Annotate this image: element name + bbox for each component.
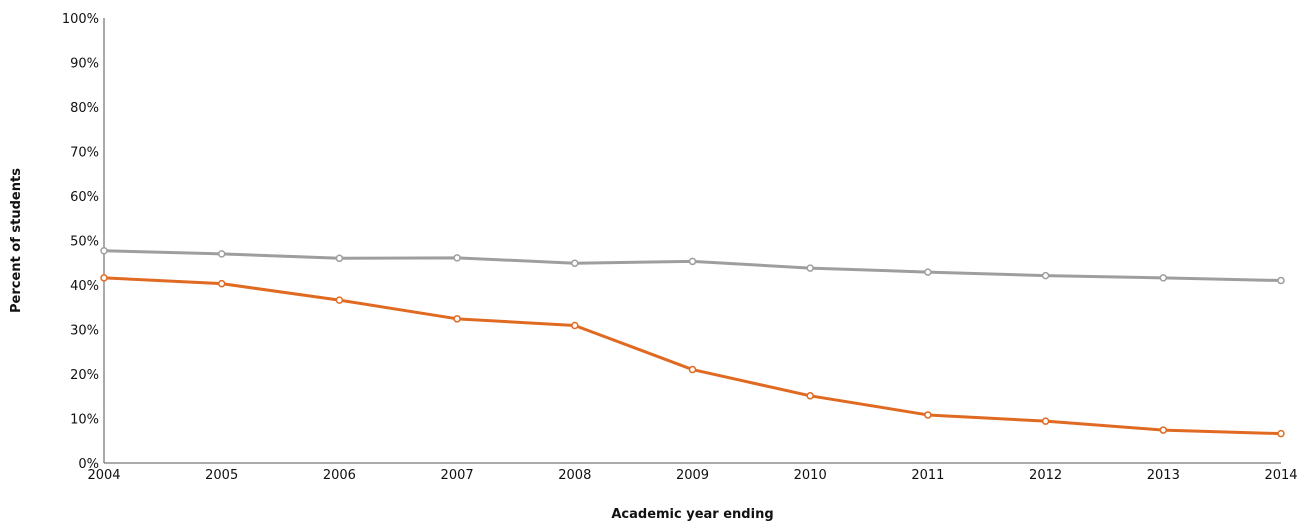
x-tick-label: 2013 xyxy=(1147,468,1180,483)
data-point xyxy=(100,246,108,255)
y-tick-label: 70% xyxy=(70,146,99,161)
y-tick-labels: 0% 10% 20% 30% 40% 50% 60% 70% 80% 90% 100% xyxy=(62,12,99,472)
x-tick-label: 2014 xyxy=(1264,468,1297,483)
data-point xyxy=(688,365,697,374)
data-point xyxy=(453,315,461,323)
x-tick-label: 2005 xyxy=(205,468,238,483)
x-tick-label: 2009 xyxy=(676,468,709,483)
y-tick-label: 0% xyxy=(78,457,99,472)
y-tick-label: 40% xyxy=(70,279,99,294)
x-tick-label: 2004 xyxy=(87,468,120,483)
data-point xyxy=(453,254,461,262)
x-tick-label: 2010 xyxy=(794,468,827,483)
data-point xyxy=(1159,274,1168,282)
y-tick-label: 90% xyxy=(70,57,99,72)
x-tick-label: 2012 xyxy=(1029,468,1062,483)
series-2 xyxy=(100,274,1285,438)
y-tick-label: 30% xyxy=(70,324,99,339)
x-tick-labels: 2004 2005 2006 2007 2008 2009 2010 2011 2012 2013… xyxy=(87,468,1297,483)
y-axis-title: Percent of students xyxy=(9,168,24,313)
data-point xyxy=(335,296,344,304)
y-tick-label: 10% xyxy=(70,413,99,428)
series-1 xyxy=(100,246,1285,285)
data-point xyxy=(217,279,226,288)
y-tick-label: 50% xyxy=(70,235,99,250)
data-point xyxy=(217,250,226,258)
x-tick-label: 2007 xyxy=(441,468,474,483)
y-tick-label: 80% xyxy=(70,101,99,116)
x-tick-label: 2011 xyxy=(911,468,944,483)
x-tick-label: 2008 xyxy=(558,468,591,483)
data-point xyxy=(335,254,344,263)
data-point xyxy=(1277,276,1285,285)
data-point xyxy=(806,392,814,400)
data-point xyxy=(688,257,697,266)
data-point xyxy=(571,259,579,267)
y-tick-label: 100% xyxy=(62,12,99,27)
x-tick-label: 2006 xyxy=(323,468,356,483)
data-point xyxy=(1041,417,1050,425)
data-point xyxy=(571,321,579,330)
data-point xyxy=(1041,271,1050,280)
series-line xyxy=(102,276,1283,436)
data-point xyxy=(806,264,814,272)
data-point xyxy=(100,274,108,282)
data-point xyxy=(924,411,932,419)
data-point xyxy=(1277,429,1285,438)
y-tick-label: 60% xyxy=(70,190,99,205)
x-axis-title: Academic year ending xyxy=(611,507,773,522)
series-layer xyxy=(100,246,1285,438)
y-tick-label: 20% xyxy=(70,368,99,383)
series-line xyxy=(102,249,1283,283)
data-point xyxy=(924,268,932,276)
data-point xyxy=(1159,426,1168,434)
